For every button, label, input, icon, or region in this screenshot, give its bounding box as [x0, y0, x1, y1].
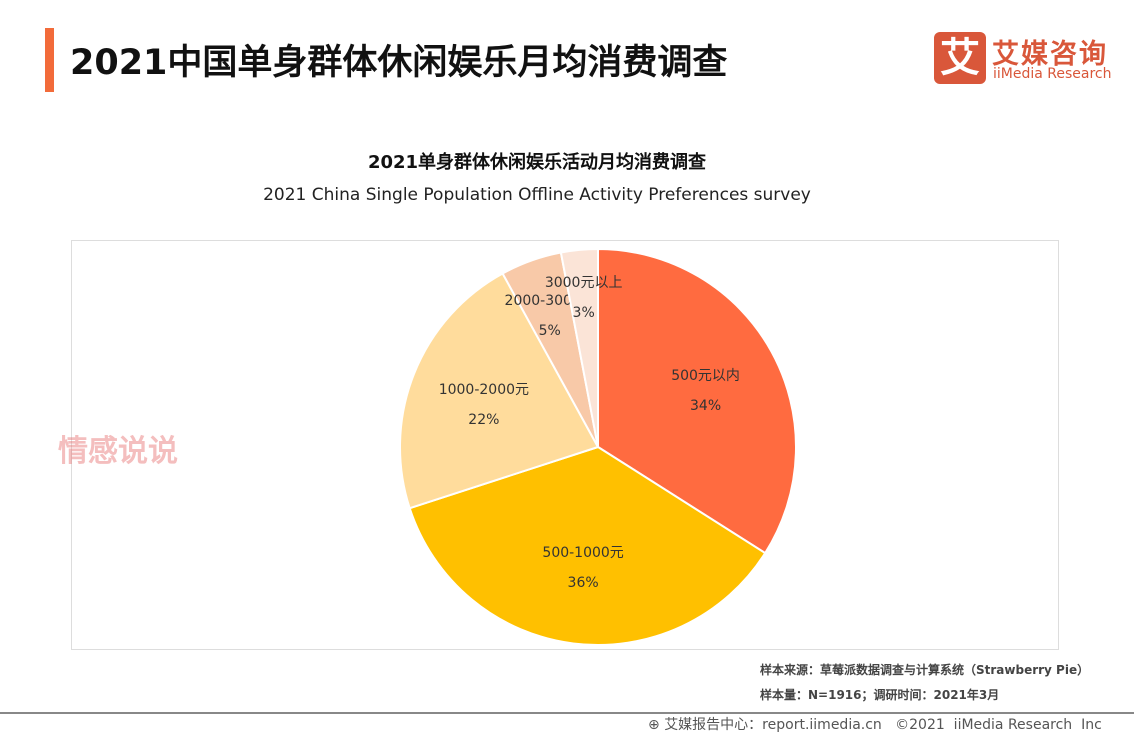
footer-text: ⊕ 艾媒报告中心：report.iimedia.cn ©2021 iiMedia… — [648, 714, 1102, 734]
logo-en: iiMedia Research — [993, 66, 1112, 82]
footer-label: 艾媒报告中心：report.iimedia.cn ©2021 iiMedia R… — [664, 717, 1102, 733]
chart-subtitle: 2021 China Single Population Offline Act… — [263, 185, 811, 205]
sample-note: 样本量：N=1916；调研时间：2021年3月 — [760, 688, 1000, 702]
slice-value: 36% — [568, 575, 599, 591]
slice-value: 22% — [468, 412, 499, 428]
slice-label: 1000-2000元 — [439, 382, 529, 398]
footer-divider — [0, 712, 1134, 714]
pie-slice — [399, 272, 600, 510]
logo-mark: 艾 — [934, 32, 986, 84]
source-note: 样本来源：草莓派数据调查与计算系统（Strawberry Pie） — [760, 663, 1090, 677]
slice-value: 5% — [539, 323, 561, 339]
globe-icon: ⊕ — [648, 717, 665, 733]
pie-slice — [408, 445, 767, 646]
watermark: 情感说说 — [58, 434, 178, 469]
chart-frame — [71, 240, 1059, 650]
slice-value: 34% — [690, 398, 721, 414]
slice-label: 500元以内 — [671, 368, 740, 384]
slice-label: 500-1000元 — [542, 545, 623, 561]
pie-slice — [559, 247, 599, 448]
pie-slice — [597, 247, 797, 555]
slice-label: 3000元以上 — [545, 275, 623, 291]
title-accent-bar — [45, 28, 54, 92]
logo-cn: 艾媒咨询 — [992, 39, 1108, 70]
slice-value: 3% — [573, 305, 595, 321]
page-title: 2021中国单身群体休闲娱乐月均消费调查 — [70, 43, 728, 83]
chart-title: 2021单身群体休闲娱乐活动月均消费调查 — [367, 152, 707, 173]
